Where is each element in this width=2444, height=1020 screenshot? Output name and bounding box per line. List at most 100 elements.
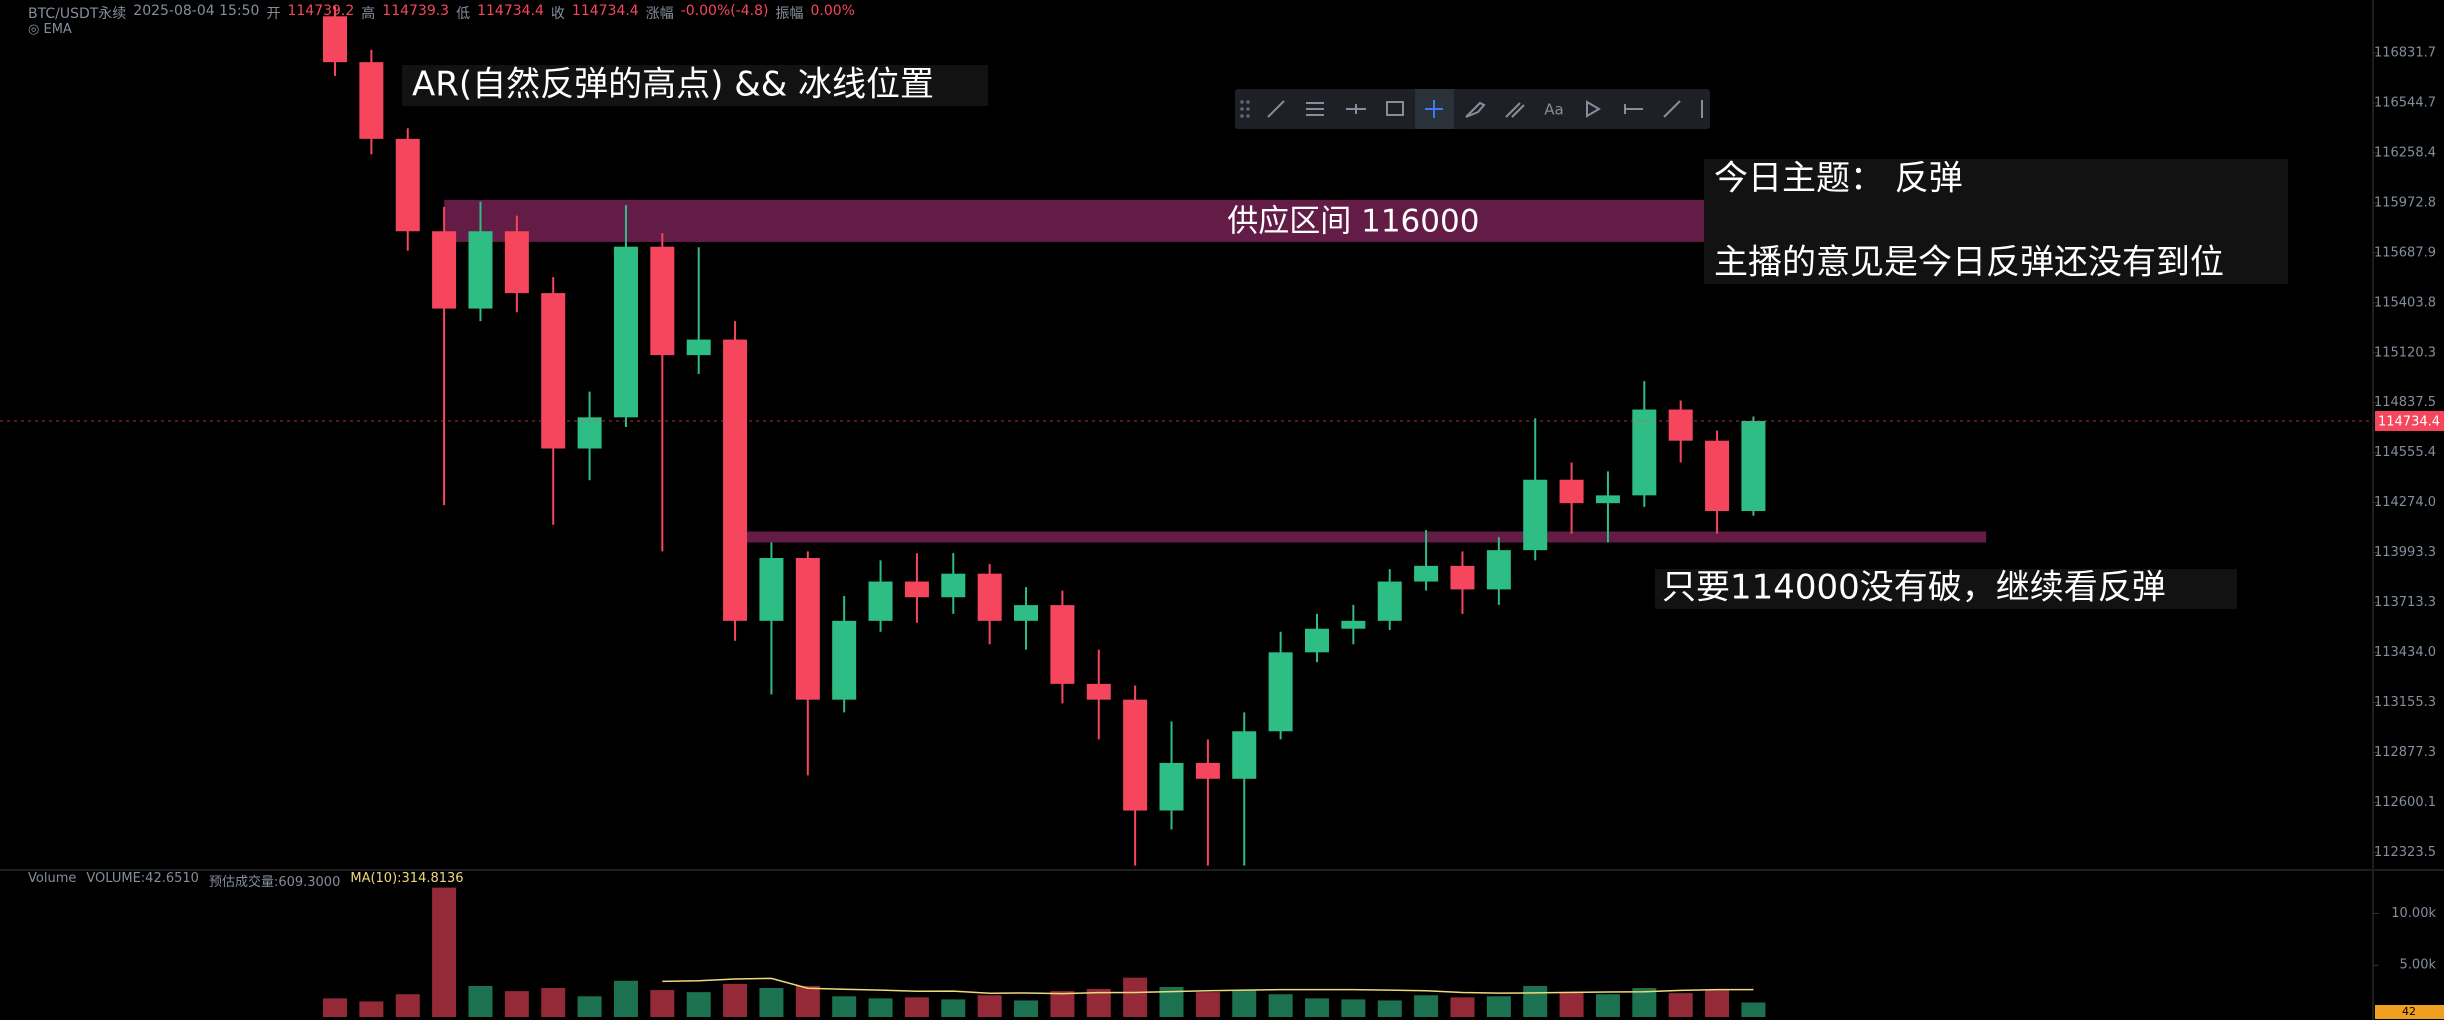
volume-bar [1195, 992, 1220, 1017]
volume-bar [1232, 990, 1257, 1017]
trend-line-tool[interactable] [1267, 100, 1285, 118]
volume-bar [1086, 989, 1111, 1017]
y-tick-label: 113993.3 [2374, 545, 2436, 560]
header-label: 涨幅 [645, 6, 674, 22]
volume-bar [432, 887, 457, 1017]
candle-body [1705, 440, 1730, 512]
candle-body [832, 620, 857, 700]
y-tick-label: 115120.3 [2374, 345, 2436, 360]
candle-body [1595, 495, 1620, 504]
header-label: 2025-08-04 15:50 [133, 3, 260, 19]
volume-last-label: 42 [2402, 1005, 2416, 1018]
fib-tool[interactable] [1505, 102, 1525, 118]
brush-tool[interactable] [1465, 101, 1486, 118]
measure-tool[interactable] [1624, 104, 1643, 114]
y-tick-label: 115403.8 [2374, 295, 2436, 310]
last-price-tag [2375, 410, 2444, 431]
header-value: 114739.3 [382, 3, 450, 19]
volume-bar [977, 995, 1002, 1017]
volume-bar [1595, 994, 1620, 1017]
volume-bar [323, 998, 347, 1017]
volume-legend-item: 预估成交量:609.3000 [208, 875, 341, 890]
indicator-row: ◎ EMA [28, 22, 72, 37]
volume-bar [650, 990, 675, 1017]
volume-bar [1486, 996, 1511, 1017]
candle-body [577, 417, 602, 449]
volume-bar [1668, 993, 1693, 1017]
arrow-tool[interactable] [1586, 100, 1601, 118]
y-tick-label: 115972.8 [2374, 195, 2436, 210]
candle-body [1232, 731, 1257, 779]
horizontal-line-tool[interactable] [1346, 104, 1366, 114]
candle-body [1559, 479, 1584, 504]
volume-bar [1523, 985, 1548, 1017]
volume-legend-item: MA(10):314.8136 [350, 871, 464, 886]
header-label: 振幅 [775, 6, 804, 22]
header-label: 收 [550, 6, 565, 22]
candle-body [868, 581, 893, 621]
volume-bar [613, 980, 638, 1017]
volume-bar [1414, 995, 1439, 1017]
header-label: BTC/USDT永续 [28, 6, 127, 22]
candle-body [613, 246, 638, 418]
opinion-note: 主播的意见是今日反弹还没有到位 [1714, 243, 2224, 283]
volume-legend: Volume VOLUME:42.6510 预估成交量:609.3000 MA(10)… [28, 871, 464, 890]
volume-bar [795, 985, 820, 1017]
toolbar-bg [1235, 89, 1710, 129]
volume-bar [941, 999, 966, 1017]
drag-handle[interactable] [1240, 100, 1250, 118]
ar-note: AR(自然反弹的高点) && 冰线位置 [412, 65, 934, 105]
parallel-tool[interactable] [1306, 102, 1324, 116]
volume-legend-item: Volume [28, 871, 77, 886]
y-tick-label: 114837.5 [2374, 395, 2436, 410]
candle-body [468, 231, 493, 309]
text-tool[interactable]: Aa [1544, 101, 1563, 119]
y-tick-label: 116544.7 [2374, 95, 2436, 110]
candle-body [1086, 683, 1111, 700]
volume-bar [1341, 999, 1366, 1017]
candle-body [1268, 652, 1293, 732]
volume-bar [541, 988, 566, 1017]
volume-bar [904, 997, 929, 1017]
indicator-label: EMA [43, 22, 72, 37]
volume-bar [1705, 990, 1730, 1017]
candle-body [359, 62, 384, 139]
note-box [1704, 159, 2288, 284]
volume-bar [1741, 1002, 1766, 1017]
support-note: 只要114000没有破，继续看反弹 [1662, 568, 2166, 608]
y-tick-label: 115687.9 [2374, 245, 2436, 260]
note-box [402, 65, 988, 106]
y-tick-label: 114555.4 [2374, 445, 2436, 460]
volume-bar [1450, 997, 1475, 1017]
volume-bar [577, 996, 602, 1017]
y-tick-label: 113713.3 [2374, 595, 2436, 610]
candle-body [1014, 605, 1039, 621]
y-tick-label: 112600.1 [2374, 795, 2436, 810]
candle-body [1523, 479, 1548, 551]
y-tick-label: 114274.0 [2374, 495, 2436, 510]
volume-bar [1268, 994, 1293, 1017]
y-tick-label: 116258.4 [2374, 145, 2436, 160]
volume-bar [1050, 991, 1075, 1017]
crosshair-tool[interactable] [1425, 100, 1443, 118]
y-tick-label: 113434.0 [2374, 645, 2436, 660]
header-label: 高 [361, 6, 376, 22]
rectangle-tool[interactable] [1386, 101, 1404, 116]
candle-body [1341, 620, 1366, 629]
candle-body [323, 16, 347, 63]
ray-tool[interactable] [1663, 100, 1681, 118]
candle-body [432, 231, 457, 309]
candle-body [795, 558, 820, 700]
volume-legend-item: VOLUME:42.6510 [86, 871, 199, 886]
candle-body [904, 581, 929, 598]
volume-bar [1304, 998, 1329, 1017]
candle-body [395, 138, 420, 232]
volume-bar [1123, 977, 1148, 1017]
candle-body [1195, 762, 1220, 779]
candle-body [1486, 550, 1511, 590]
volume-bar [759, 988, 784, 1017]
volume-bar [868, 998, 893, 1017]
candle-body [504, 231, 529, 294]
